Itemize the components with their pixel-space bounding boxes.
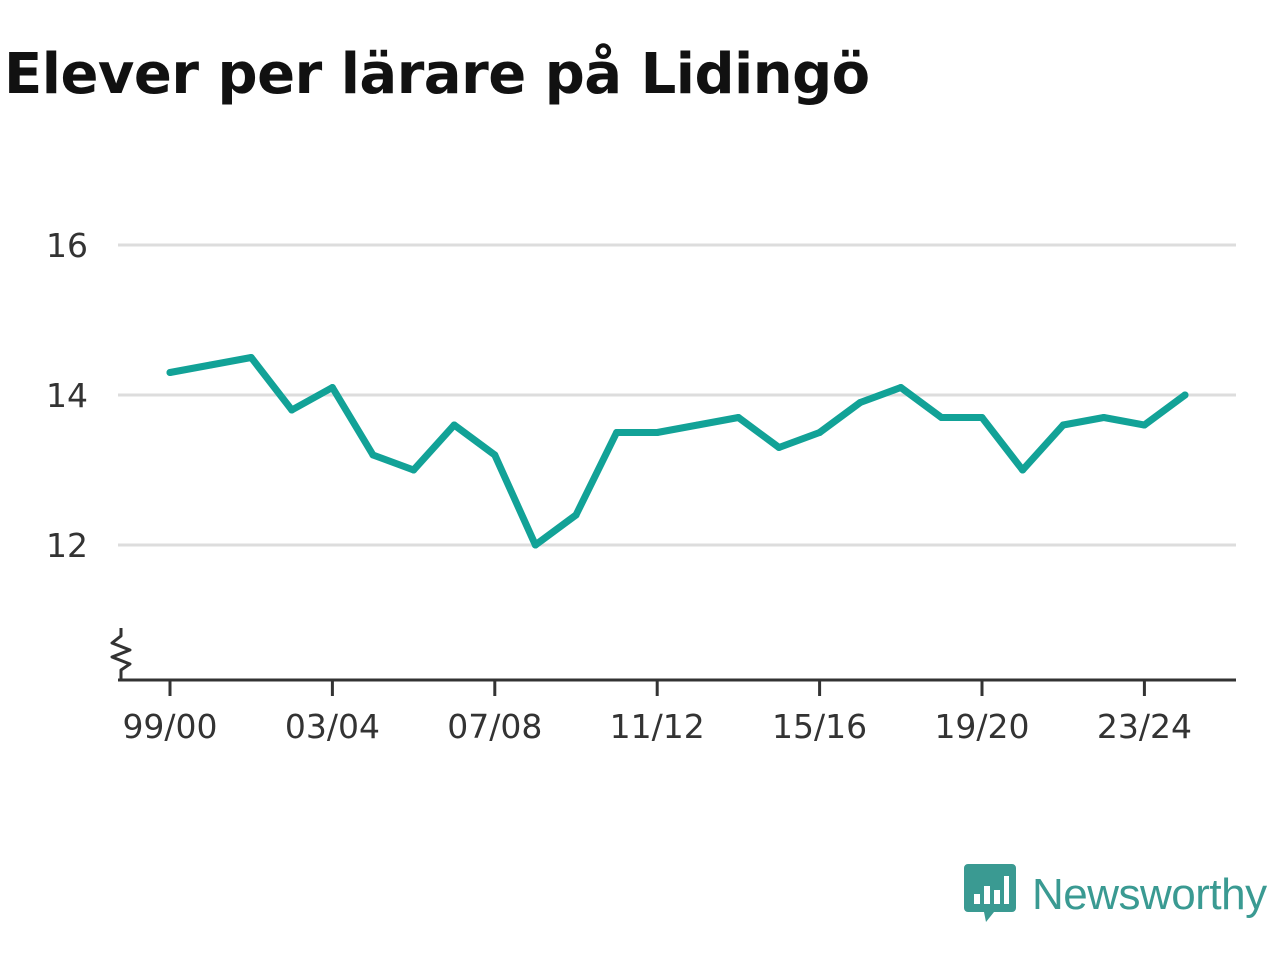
brand-name: Newsworthy: [1032, 870, 1267, 919]
data-point: [897, 384, 905, 391]
data-point: [937, 414, 945, 421]
bar-chart-bubble-icon: [964, 864, 1016, 922]
data-point: [166, 369, 174, 376]
axis-break-mark: [110, 628, 132, 680]
series-layer: [166, 354, 1189, 549]
x-axis: [110, 628, 1236, 682]
data-point: [531, 541, 539, 549]
x-tick-label: 11/12: [610, 707, 705, 746]
series-line: [166, 354, 1189, 549]
data-point: [978, 414, 986, 421]
x-tick-label: 19/20: [934, 707, 1029, 746]
x-tick-label: 07/08: [447, 707, 542, 746]
y-tick-label: 14: [46, 376, 88, 415]
data-point: [1140, 421, 1148, 429]
data-point: [207, 361, 215, 369]
y-tick-label: 16: [46, 226, 88, 265]
data-point: [288, 406, 296, 414]
data-point: [613, 429, 621, 436]
data-point: [856, 399, 864, 406]
data-point: [491, 451, 499, 459]
data-point: [450, 421, 458, 429]
data-point: [328, 384, 336, 391]
x-tick-label: 03/04: [285, 707, 380, 746]
grid-lines: [118, 243, 1236, 547]
data-point: [694, 421, 702, 429]
data-point: [734, 414, 742, 421]
data-point: [1100, 414, 1108, 421]
data-point: [1019, 466, 1027, 474]
x-axis-ticks: 99/00 03/04 07/08 11/12 15/16 19/20 23/24: [122, 680, 1192, 746]
brand-logo: Newsworthy: [964, 864, 1267, 926]
chart-title: Elever per lärare på Lidingö: [4, 42, 870, 107]
x-tick-label: 23/24: [1097, 707, 1192, 746]
data-point: [369, 451, 377, 459]
data-point: [572, 511, 580, 519]
data-point: [410, 466, 418, 474]
data-point: [816, 429, 824, 436]
data-point: [775, 444, 783, 451]
data-point: [247, 354, 255, 361]
y-axis-ticks: 12 14 16: [46, 226, 88, 565]
x-tick-label: 99/00: [122, 707, 217, 746]
data-point: [653, 429, 661, 436]
data-point: [1181, 391, 1189, 399]
x-tick-label: 15/16: [772, 707, 867, 746]
data-point: [1059, 421, 1067, 429]
y-tick-label: 12: [46, 526, 88, 565]
